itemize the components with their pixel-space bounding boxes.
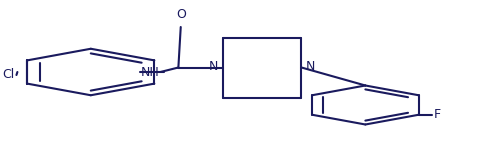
Text: Cl: Cl	[2, 69, 14, 81]
Text: F: F	[433, 108, 441, 121]
Text: N: N	[306, 60, 316, 73]
Text: N: N	[209, 60, 218, 73]
Text: NH: NH	[141, 66, 160, 78]
Text: O: O	[176, 8, 186, 21]
